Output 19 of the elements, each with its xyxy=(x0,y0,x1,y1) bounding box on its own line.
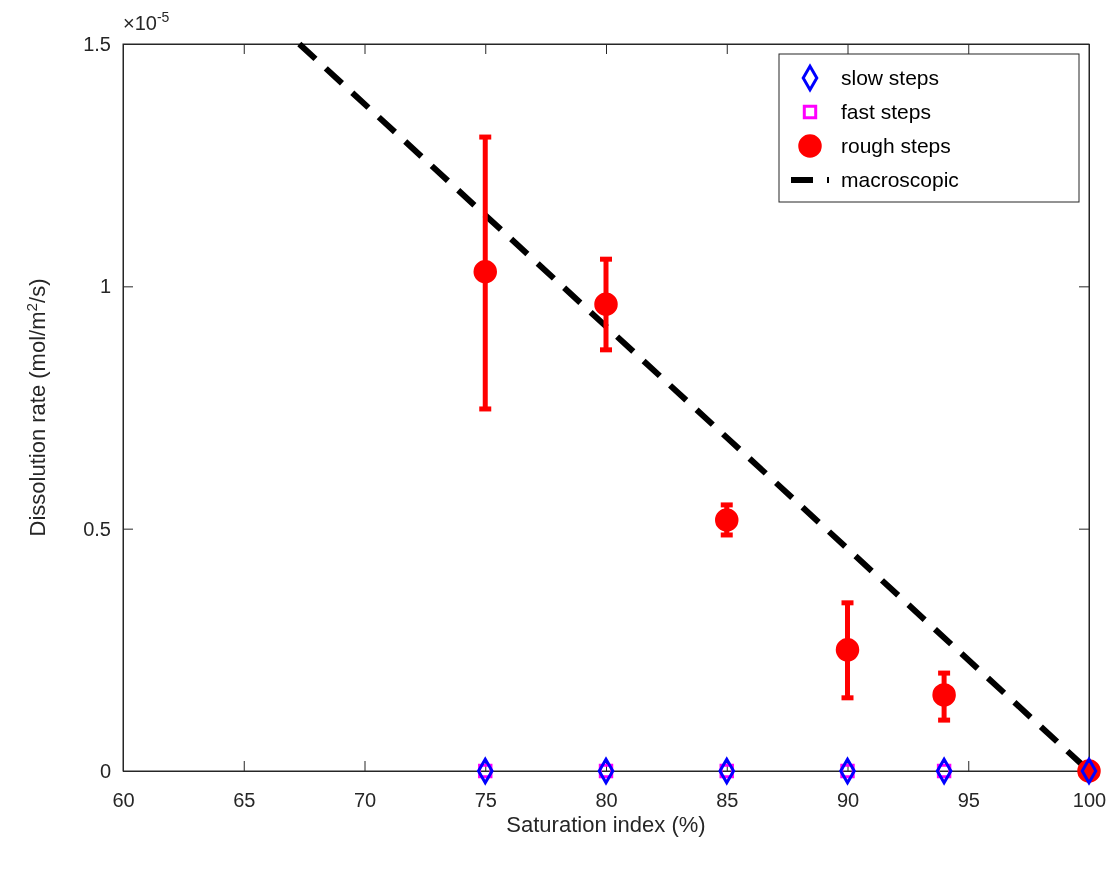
y-tick-label: 0 xyxy=(99,759,111,782)
legend-label: fast steps xyxy=(841,100,931,123)
legend-label: macroscopic xyxy=(841,168,959,191)
legend-label: slow steps xyxy=(841,66,940,89)
y-tick-label: 1 xyxy=(99,275,111,298)
x-tick-label: 60 xyxy=(112,789,135,812)
y-tick-label: 0.5 xyxy=(83,517,111,540)
x-axis-title: Saturation index (%) xyxy=(506,812,706,837)
x-tick-label: 100 xyxy=(1072,789,1107,812)
x-tick-label: 65 xyxy=(233,789,256,812)
x-tick-label: 80 xyxy=(595,789,618,812)
text: ×10$^{-5}$ xyxy=(123,9,170,34)
y-tick-label: 1.5 xyxy=(83,32,111,55)
x-tick-label: 90 xyxy=(836,789,860,812)
x-tick-label: 95 xyxy=(957,789,980,812)
x-tick-label: 75 xyxy=(474,789,497,812)
legend-label: rough steps xyxy=(841,134,951,157)
x-tick-label: 85 xyxy=(716,789,739,812)
x-tick-label: 70 xyxy=(353,789,377,812)
